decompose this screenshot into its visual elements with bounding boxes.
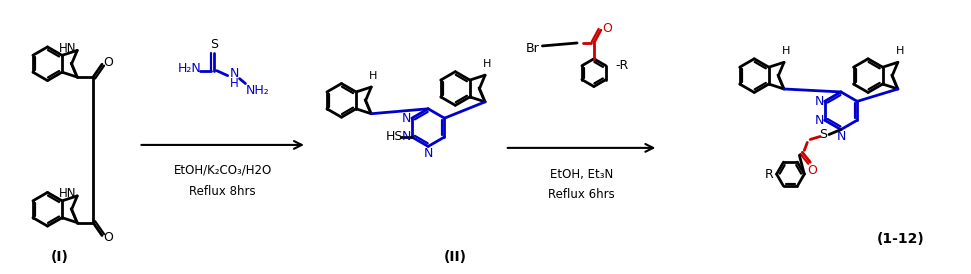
Text: S: S — [820, 128, 827, 141]
Text: H: H — [369, 71, 378, 81]
Text: N: N — [836, 130, 846, 143]
Text: H: H — [483, 59, 491, 69]
Text: HN: HN — [58, 187, 76, 200]
Text: O: O — [103, 56, 113, 69]
Text: H: H — [895, 46, 904, 56]
Text: R: R — [764, 168, 773, 181]
Text: N: N — [230, 67, 239, 80]
Text: EtOH/K₂CO₃/H2O: EtOH/K₂CO₃/H2O — [174, 163, 272, 176]
Text: O: O — [602, 22, 612, 35]
Text: S: S — [210, 38, 218, 52]
Text: (1-12): (1-12) — [877, 232, 924, 246]
Text: N: N — [402, 112, 412, 125]
Text: N: N — [423, 147, 433, 160]
Text: H: H — [782, 46, 790, 56]
Text: EtOH, Et₃N: EtOH, Et₃N — [550, 168, 613, 181]
Text: (I): (I) — [50, 250, 68, 264]
Text: O: O — [807, 164, 818, 177]
Text: N: N — [815, 95, 824, 108]
Text: O: O — [103, 231, 113, 244]
Text: N: N — [401, 130, 411, 144]
Text: N: N — [815, 114, 824, 127]
Text: Br: Br — [525, 42, 540, 55]
Text: Reflux 8hrs: Reflux 8hrs — [189, 185, 256, 198]
Text: (II): (II) — [444, 250, 467, 264]
Text: Reflux 6hrs: Reflux 6hrs — [549, 188, 615, 201]
Text: HN: HN — [58, 42, 76, 55]
Text: HS: HS — [385, 130, 403, 144]
Text: H₂N: H₂N — [178, 62, 202, 75]
Text: NH₂: NH₂ — [246, 84, 269, 97]
Text: H: H — [230, 77, 239, 90]
Text: -R: -R — [615, 59, 628, 72]
